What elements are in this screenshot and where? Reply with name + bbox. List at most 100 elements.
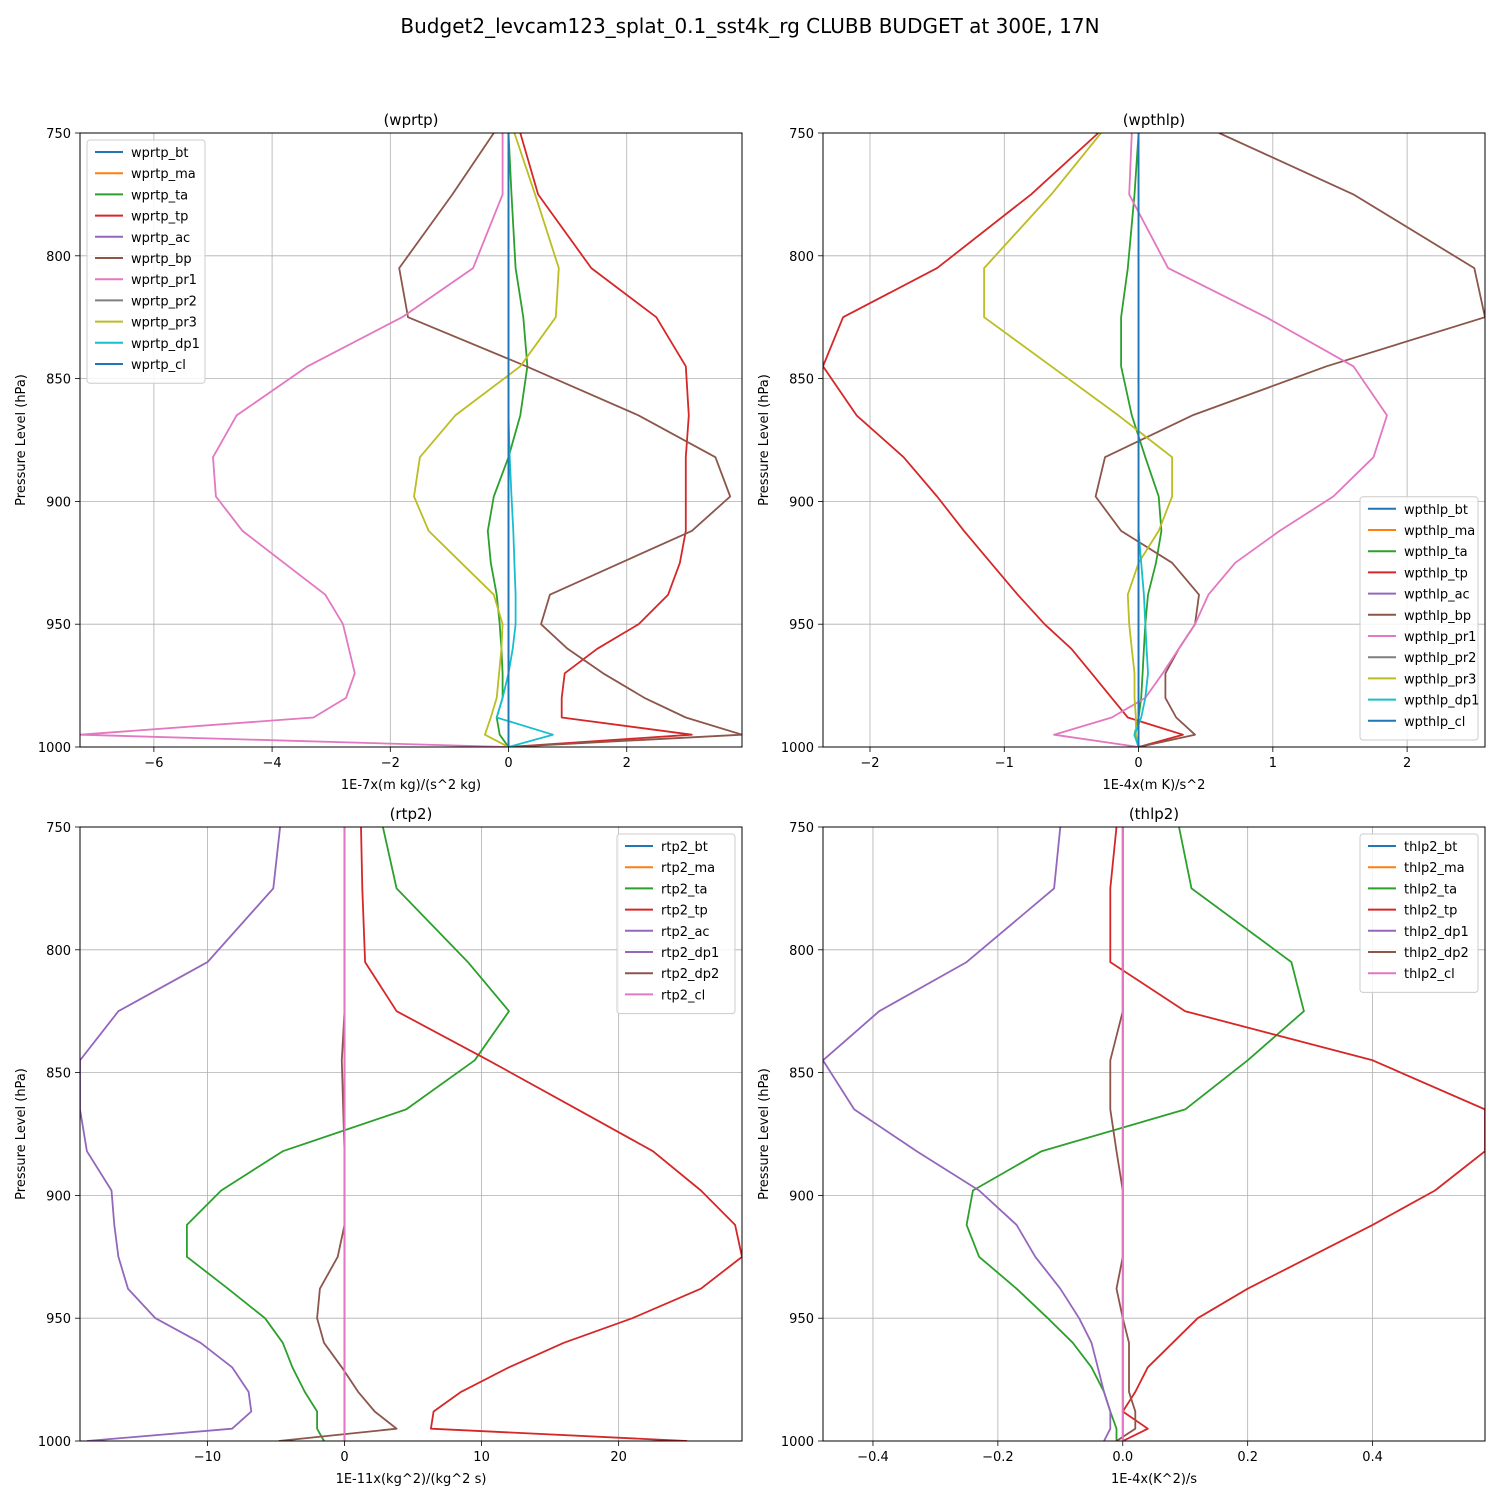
legend-label: wprtp_dp1 (131, 337, 200, 352)
legend-label: thlp2_cl (1404, 967, 1455, 982)
y-tick-label: 900 (789, 495, 814, 510)
legend-label: wprtp_bt (131, 146, 188, 161)
legend-label: wprtp_pr1 (131, 273, 197, 288)
legend-label: wpthlp_pr3 (1404, 672, 1476, 687)
legend-label: rtp2_ta (661, 882, 708, 897)
legend-label: wpthlp_pr1 (1404, 630, 1476, 645)
axes-frame (79, 826, 743, 1442)
y-tick-label: 900 (46, 495, 71, 510)
y-tick-label: 900 (789, 1189, 814, 1204)
legend-label: rtp2_tp (661, 904, 708, 919)
x-tick-label: −10 (194, 1450, 221, 1465)
legend-label: wpthlp_dp1 (1404, 694, 1479, 709)
series-line-wprtp_pr3 (413, 133, 560, 747)
series-line-rtp2_dp1 (80, 827, 281, 1441)
legend-label: wprtp_pr2 (131, 294, 197, 309)
figure-title: Budget2_levcam123_splat_0.1_sst4k_rg CLU… (400, 14, 1100, 38)
x-tick-label: −6 (144, 756, 163, 771)
legend: wpthlp_bt wpthlp_ma wpthlp_ta wpthlp_tpwpth… (1359, 496, 1479, 741)
y-axis-label: Pressure Level (hPa) (14, 374, 29, 506)
series-line-rtp2_tp (360, 827, 742, 1441)
y-tick-label: 950 (789, 1312, 814, 1327)
y-tick-label: 750 (46, 127, 71, 142)
subplot-title: (wprtp) (383, 111, 438, 129)
series-line-wprtp_bp (398, 133, 742, 747)
series-line-rtp2_ta (185, 827, 510, 1441)
legend-label: wprtp_ma (131, 167, 196, 182)
x-tick-label: 0.0 (1112, 1450, 1133, 1465)
x-tick-label: 20 (610, 1450, 627, 1465)
legend: wprtp_bt wprtp_ma wprtp_ta wprtp_tp wprtp_ac… (86, 139, 206, 384)
legend-label: wpthlp_ac (1404, 588, 1470, 603)
series-line-wprtp_tp (508, 133, 693, 747)
legend-box (616, 833, 736, 1015)
x-tick-label: −2 (381, 756, 400, 771)
y-tick-label: 800 (789, 250, 814, 265)
legend-label: wpthlp_pr2 (1404, 651, 1476, 666)
y-tick-label: 750 (46, 821, 71, 836)
axes-frame (79, 132, 743, 748)
legend-label: thlp2_dp2 (1404, 946, 1469, 961)
legend-label: wpthlp_cl (1404, 715, 1465, 730)
x-tick-label: 2 (623, 756, 631, 771)
x-tick-label: 0 (340, 1450, 348, 1465)
x-tick-label: 0 (1134, 756, 1142, 771)
y-tick-label: 800 (46, 944, 71, 959)
y-tick-label: 900 (46, 1189, 71, 1204)
series-line-wprtp_pr1 (80, 133, 509, 747)
y-tick-label: 800 (46, 250, 71, 265)
legend-label: wprtp_cl (131, 358, 186, 373)
y-tick-label: 1000 (38, 1435, 71, 1450)
subplot-3: −10 0 10 20 750 800 850 900 950 1000 (rtp2) 1E-11x(… (14, 805, 743, 1487)
series-group (823, 827, 1485, 1441)
legend-label: wpthlp_ta (1404, 545, 1468, 560)
x-axis-label: 1E-7x(m kg)/(s^2 kg) (341, 778, 481, 793)
series-line-wpthlp_bp (1094, 133, 1485, 747)
y-axis-label: Pressure Level (hPa) (14, 1068, 29, 1200)
subplot-2: −2 −1 0 1 2 750 800 850 900 950 1000 (wpthlp) 1E-4x(… (757, 111, 1486, 793)
x-tick-label: 0.2 (1237, 1450, 1258, 1465)
series-line-wpthlp_tp (823, 133, 1184, 747)
subplot-title: (rtp2) (390, 805, 433, 823)
legend: thlp2_bt thlp2_ma thlp2_ta thlp2_tp thlp2_dp… (1359, 833, 1479, 993)
subplot-title: (wpthlp) (1123, 111, 1186, 129)
axes-frame (822, 826, 1486, 1442)
legend-label: wprtp_tp (131, 210, 188, 225)
legend-label: rtp2_bt (661, 840, 708, 855)
subplot-title: (thlp2) (1129, 805, 1179, 823)
x-tick-label: 0.4 (1362, 1450, 1383, 1465)
x-tick-label: −1 (995, 756, 1014, 771)
legend-label: wprtp_pr3 (131, 316, 197, 331)
y-tick-label: 800 (789, 944, 814, 959)
x-tick-label: −4 (263, 756, 282, 771)
legend-label: thlp2_tp (1404, 904, 1457, 919)
axes-frame (822, 132, 1486, 748)
subplot-1: −6 −4 −2 0 2 750 800 850 900 950 1000 (wprtp) 1E-7x(… (14, 111, 743, 793)
x-tick-label: 2 (1403, 756, 1411, 771)
y-tick-label: 950 (789, 618, 814, 633)
legend-label: thlp2_bt (1404, 840, 1457, 855)
y-tick-label: 850 (789, 373, 814, 388)
legend-label: rtp2_cl (661, 988, 705, 1003)
x-axis-label: 1E-4x(K^2)/s (1111, 1472, 1197, 1487)
x-axis-label: 1E-11x(kg^2)/(kg^2 s) (336, 1472, 487, 1487)
x-tick-label: −0.4 (857, 1450, 889, 1465)
y-tick-label: 1000 (38, 741, 71, 756)
legend-label: wpthlp_ma (1404, 524, 1475, 539)
legend-label: rtp2_dp1 (661, 946, 719, 961)
y-tick-label: 750 (789, 821, 814, 836)
x-tick-label: −0.2 (982, 1450, 1014, 1465)
legend-label: thlp2_dp1 (1404, 925, 1469, 940)
x-tick-label: 1 (1269, 756, 1277, 771)
legend: rtp2_bt rtp2_ma rtp2_ta rtp2_tp rtp2_ac rtp2_… (616, 833, 736, 1015)
y-tick-label: 1000 (781, 741, 814, 756)
x-tick-label: −2 (860, 756, 879, 771)
legend-label: rtp2_ac (661, 925, 710, 940)
x-tick-label: 0 (504, 756, 512, 771)
y-tick-label: 750 (789, 127, 814, 142)
y-axis-label: Pressure Level (hPa) (757, 374, 772, 506)
x-axis-label: 1E-4x(m K)/s^2 (1103, 778, 1206, 793)
y-tick-label: 850 (46, 1067, 71, 1082)
legend-label: wpthlp_bt (1404, 503, 1468, 518)
